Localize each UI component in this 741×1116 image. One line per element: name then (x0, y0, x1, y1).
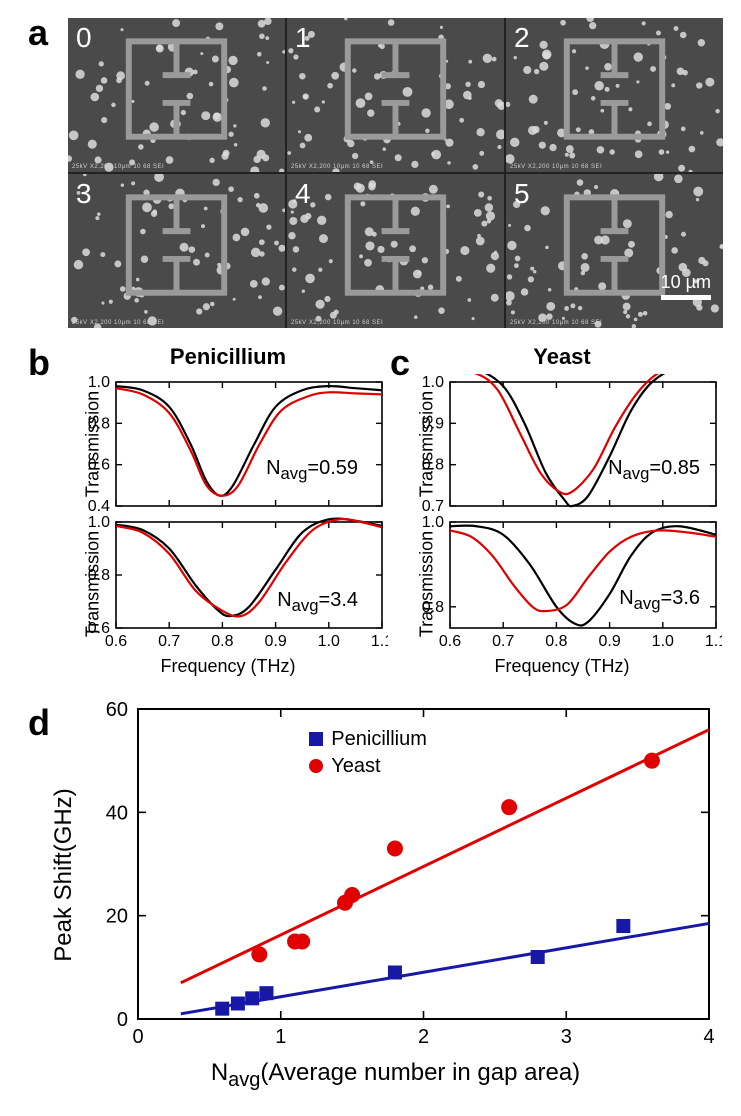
panel-b-label: b (28, 342, 50, 384)
svg-text:1.1: 1.1 (371, 633, 388, 650)
svg-text:1.0: 1.0 (318, 633, 340, 650)
sem-cell: 5 25kV X2,200 10µm 10 68 SEI 10 µm (506, 174, 723, 328)
y-axis-label: Transmission (83, 531, 104, 637)
svg-text:1.0: 1.0 (88, 374, 110, 391)
sem-grid: 0 25kV X2,200 10µm 10 68 SEI 1 25kV X2,2… (68, 18, 723, 328)
square-marker-icon (309, 732, 323, 746)
circle-marker-icon (309, 759, 323, 773)
chart-svg: 0.81.00.60.70.80.91.01.1 (402, 514, 722, 654)
chart-svg: 0.60.81.00.60.70.80.91.01.1 (68, 514, 388, 654)
sem-tile-index: 3 (76, 178, 92, 210)
y-axis-label: Transmission (417, 391, 438, 497)
svg-text:0.6: 0.6 (439, 633, 461, 650)
navg-annotation: Navg=3.6 (619, 587, 700, 614)
sem-cell: 4 25kV X2,200 10µm 10 68 SEI (287, 174, 504, 328)
sem-svg (506, 18, 723, 172)
legend-row: Penicillium (309, 728, 427, 751)
mini-chart-c1: Transmission 0.70.80.91.0 Navg=0.85 (402, 374, 722, 514)
svg-text:0.7: 0.7 (158, 633, 180, 650)
legend: Penicillium Yeast (309, 728, 427, 782)
svg-text:0.8: 0.8 (545, 633, 567, 650)
svg-text:1.0: 1.0 (422, 374, 444, 391)
column-title: Yeast (402, 344, 722, 370)
y-axis-label: Peak Shift(GHz) (50, 788, 78, 961)
svg-text:1: 1 (275, 1026, 286, 1048)
svg-text:4: 4 (703, 1026, 714, 1048)
sem-caption: 25kV X2,200 10µm 10 68 SEI (510, 320, 602, 326)
svg-text:0: 0 (117, 1009, 128, 1031)
scale-bar: 10 µm (661, 272, 711, 300)
sem-caption: 25kV X2,200 10µm 10 68 SEI (291, 164, 383, 170)
sem-tile-index: 5 (514, 178, 530, 210)
sem-svg (506, 174, 723, 328)
penicillium-column: Penicillium Transmission 0.40.60.81.0 Na… (68, 344, 388, 677)
sem-cell: 3 25kV X2,200 10µm 10 68 SEI (68, 174, 285, 328)
svg-text:3: 3 (561, 1026, 572, 1048)
sem-svg (287, 174, 504, 328)
sem-svg (287, 18, 504, 172)
y-axis-label: Transmission (417, 531, 438, 637)
legend-row: Yeast (309, 755, 427, 778)
panel-a-label: a (28, 12, 48, 54)
scale-text: 10 µm (661, 272, 711, 292)
figure-root: a 0 25kV X2,200 10µm 10 68 SEI 1 25kV X2… (0, 0, 741, 1116)
x-axis-label: Frequency (THz) (68, 656, 388, 677)
svg-text:0: 0 (132, 1026, 143, 1048)
sem-tile-index: 1 (295, 22, 311, 54)
legend-label: Yeast (331, 755, 380, 778)
mini-chart-b2: Transmission 0.60.81.00.60.70.80.91.01.1… (68, 514, 388, 654)
x-axis-label: Navg(Average number in gap area) (68, 1059, 723, 1092)
sem-caption: 25kV X2,200 10µm 10 68 SEI (291, 320, 383, 326)
svg-text:0.7: 0.7 (422, 498, 444, 514)
column-title: Penicillium (68, 344, 388, 370)
sem-tile-index: 4 (295, 178, 311, 210)
yeast-column: Yeast Transmission 0.70.80.91.0 Navg=0.8… (402, 344, 722, 677)
svg-text:0.8: 0.8 (211, 633, 233, 650)
navg-annotation: Navg=0.59 (266, 457, 358, 484)
sem-tile-index: 0 (76, 22, 92, 54)
x-axis-label: Frequency (THz) (402, 656, 722, 677)
svg-text:40: 40 (106, 802, 128, 824)
sem-caption: 25kV X2,200 10µm 10 68 SEI (510, 164, 602, 170)
svg-text:60: 60 (106, 699, 128, 721)
sem-cell: 1 25kV X2,200 10µm 10 68 SEI (287, 18, 504, 172)
svg-text:0.4: 0.4 (88, 498, 110, 514)
svg-text:2: 2 (418, 1026, 429, 1048)
mini-chart-c2: Transmission 0.81.00.60.70.80.91.01.1 Na… (402, 514, 722, 654)
svg-text:1.0: 1.0 (88, 514, 110, 531)
svg-text:0.7: 0.7 (492, 633, 514, 650)
mini-chart-b1: Transmission 0.40.60.81.0 Navg=0.59 (68, 374, 388, 514)
panel-d-label: d (28, 702, 50, 744)
navg-annotation: Navg=0.85 (608, 457, 700, 484)
sem-caption: 25kV X2,200 10µm 10 68 SEI (72, 320, 164, 326)
legend-label: Penicillium (331, 728, 427, 751)
svg-text:20: 20 (106, 906, 128, 928)
transmission-row: Penicillium Transmission 0.40.60.81.0 Na… (68, 344, 713, 677)
sem-tile-index: 2 (514, 22, 530, 54)
svg-text:1.0: 1.0 (652, 633, 674, 650)
svg-text:0.9: 0.9 (598, 633, 620, 650)
svg-text:1.0: 1.0 (422, 514, 444, 531)
sem-caption: 25kV X2,200 10µm 10 68 SEI (72, 164, 164, 170)
scale-bar-line (661, 295, 711, 300)
chart-svg: 0.70.80.91.0 (402, 374, 722, 514)
scatter-chart: Peak Shift(GHz) 012340204060 Penicillium… (68, 695, 723, 1055)
chart-svg: 0.40.60.81.0 (68, 374, 388, 514)
sem-svg (68, 18, 285, 172)
sem-cell: 2 25kV X2,200 10µm 10 68 SEI (506, 18, 723, 172)
y-axis-label: Transmission (83, 391, 104, 497)
sem-cell: 0 25kV X2,200 10µm 10 68 SEI (68, 18, 285, 172)
svg-text:0.6: 0.6 (105, 633, 127, 650)
sem-svg (68, 174, 285, 328)
navg-annotation: Navg=3.4 (277, 589, 358, 616)
svg-text:1.1: 1.1 (705, 633, 722, 650)
svg-text:0.9: 0.9 (264, 633, 286, 650)
